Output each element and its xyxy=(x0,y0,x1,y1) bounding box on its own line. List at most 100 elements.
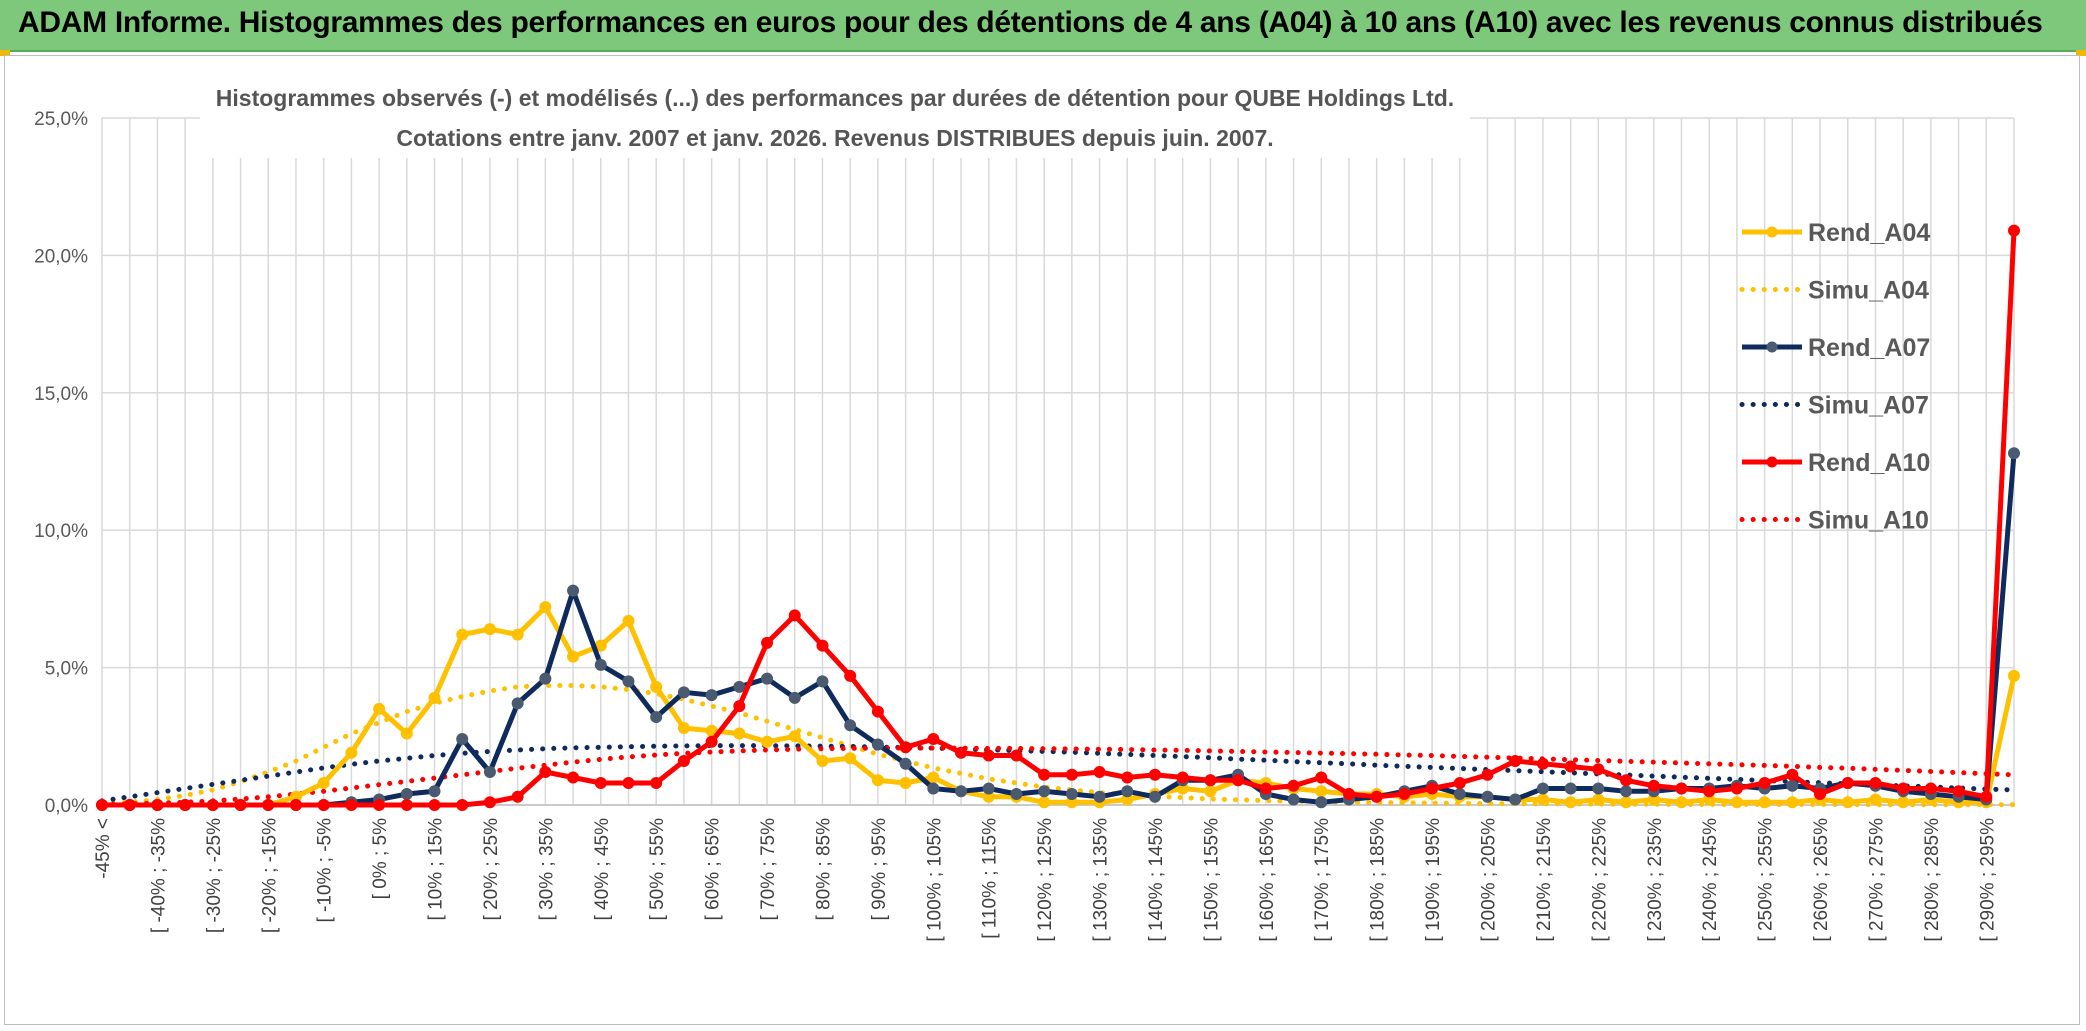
data-point xyxy=(456,628,469,641)
data-point xyxy=(1564,796,1577,809)
legend-label: Simu_A04 xyxy=(1808,277,1929,305)
data-point xyxy=(1592,793,1605,806)
x-tick-label: -45% < xyxy=(93,818,114,879)
legend: Rend_A04 Simu_A04 Rend_A07 Simu_A07 Rend_A10… xyxy=(1739,219,1930,535)
x-tick-label: [ 270% ; 275% xyxy=(1866,818,1887,942)
chart-title: Histogrammes observés (-) et modélisés (… xyxy=(216,85,1454,111)
data-point xyxy=(483,623,496,636)
data-point xyxy=(345,746,358,759)
data-point xyxy=(1730,796,1743,809)
data-point xyxy=(373,799,386,811)
x-tick-label: [ 290% ; 295% xyxy=(1977,818,1998,942)
data-point xyxy=(622,614,635,627)
legend-item-rend-a07: Rend_A07 xyxy=(1742,334,1930,362)
data-point xyxy=(1730,782,1743,795)
data-point xyxy=(1315,771,1328,784)
series-rend-a10 xyxy=(96,224,2020,811)
x-tick-label: [ 220% ; 225% xyxy=(1589,818,1610,942)
data-point xyxy=(844,669,857,682)
x-tick-label: [ 160% ; 165% xyxy=(1257,818,1278,942)
data-point xyxy=(1010,749,1023,762)
data-point xyxy=(927,782,940,795)
data-point xyxy=(428,691,441,704)
series-simu-a07 xyxy=(99,743,2017,804)
corner-accent-right xyxy=(2076,50,2086,56)
legend-marker xyxy=(1766,226,1778,238)
x-tick-label: [ 260% ; 265% xyxy=(1811,818,1832,942)
data-point xyxy=(1786,779,1799,792)
series-line xyxy=(99,743,2017,804)
x-tick-label: [ 20% ; 25% xyxy=(481,818,502,921)
data-point xyxy=(733,727,746,740)
data-point xyxy=(844,719,857,732)
data-point xyxy=(2008,447,2020,460)
data-point xyxy=(373,702,386,715)
data-point xyxy=(1370,790,1383,803)
data-point xyxy=(1065,788,1078,801)
x-tick-label: [ 50% ; 55% xyxy=(647,818,668,921)
x-tick-label: [ 80% ; 85% xyxy=(813,818,834,921)
data-point xyxy=(1121,771,1134,784)
legend-label: Simu_A07 xyxy=(1808,392,1929,420)
data-point xyxy=(761,672,774,685)
legend-item-rend-a10: Rend_A10 xyxy=(1742,449,1930,477)
data-point xyxy=(1038,796,1051,809)
data-point xyxy=(1398,788,1411,801)
data-point xyxy=(1204,774,1217,787)
data-point xyxy=(1758,777,1771,790)
x-tick-label: [ 150% ; 155% xyxy=(1201,818,1222,942)
data-point xyxy=(206,799,219,811)
data-point xyxy=(677,686,690,699)
data-point xyxy=(761,735,774,748)
data-point xyxy=(788,609,801,622)
data-point xyxy=(927,733,940,746)
data-point xyxy=(1897,796,1910,809)
data-point xyxy=(594,658,607,671)
data-point xyxy=(1841,796,1854,809)
data-point xyxy=(539,601,552,614)
data-point xyxy=(1869,793,1882,806)
data-point xyxy=(1786,768,1799,781)
data-point xyxy=(982,782,995,795)
data-point xyxy=(1148,768,1161,781)
grid-lines xyxy=(101,117,2015,806)
data-point xyxy=(1204,785,1217,798)
data-point xyxy=(871,738,884,751)
data-point xyxy=(1814,788,1827,801)
data-point xyxy=(1980,790,1993,803)
series-line xyxy=(102,230,2017,808)
data-point xyxy=(1675,782,1688,795)
data-point xyxy=(705,735,718,748)
histogram-chart: 0,0% 5,0% 10,0% 15,0% 20,0% 25,0% -45% < [ -40… xyxy=(34,76,2020,942)
x-tick-label: [ -40% ; -35% xyxy=(148,818,169,933)
data-point xyxy=(317,777,330,790)
data-point xyxy=(1620,785,1633,798)
legend-item-simu-a04: Simu_A04 xyxy=(1739,277,1929,305)
x-tick-label: [ 60% ; 65% xyxy=(703,818,724,921)
data-point xyxy=(179,799,192,811)
data-point xyxy=(289,799,302,811)
data-point xyxy=(262,799,275,811)
y-tick-label: 15,0% xyxy=(34,384,88,405)
data-point xyxy=(899,757,912,770)
data-point xyxy=(899,777,912,790)
chart-title-group: Histogrammes observés (-) et modélisés (… xyxy=(200,76,1470,158)
data-point xyxy=(650,711,663,724)
legend-item-simu-a07: Simu_A07 xyxy=(1739,392,1929,420)
data-point xyxy=(1536,757,1549,770)
x-tick-label: [ -10% ; -5% xyxy=(315,818,336,923)
legend-label: Simu_A10 xyxy=(1808,507,1929,535)
x-tick-label: [ -30% ; -25% xyxy=(204,818,225,933)
data-point xyxy=(1176,771,1189,784)
y-axis: 0,0% 5,0% 10,0% 15,0% 20,0% 25,0% xyxy=(34,109,88,817)
data-point xyxy=(1647,779,1660,792)
series-line xyxy=(102,453,2017,808)
data-point xyxy=(1564,782,1577,795)
x-tick-label: [ 120% ; 125% xyxy=(1035,818,1056,942)
legend-item-simu-a10: Simu_A10 xyxy=(1739,507,1929,535)
data-point xyxy=(1259,782,1272,795)
data-point xyxy=(400,727,413,740)
data-point xyxy=(899,741,912,754)
data-point xyxy=(567,771,580,784)
data-point xyxy=(927,771,940,784)
